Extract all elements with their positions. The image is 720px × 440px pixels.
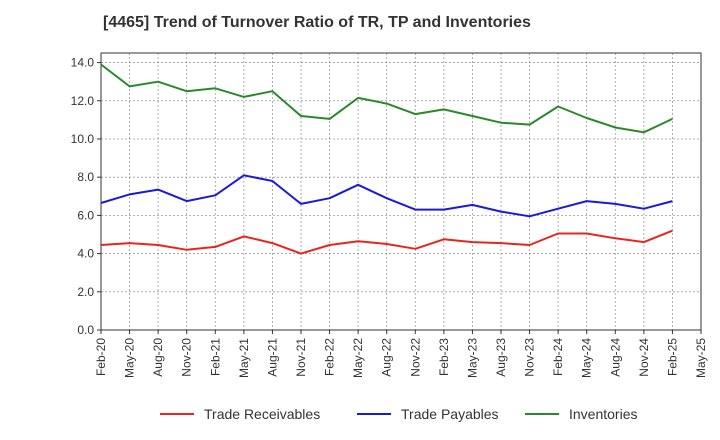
x-tick-label: Feb-22 (323, 338, 337, 376)
legend-label-3: Inventories (569, 406, 637, 422)
grid-layer (101, 53, 701, 330)
x-tick-label: Nov-23 (523, 338, 537, 377)
y-tick-label: 0.0 (77, 323, 94, 337)
y-tick-label: 6.0 (77, 208, 94, 222)
y-tick-label: 2.0 (77, 285, 94, 299)
x-tick-label: May-23 (465, 338, 479, 378)
x-tick-label: Feb-24 (551, 338, 565, 376)
plot-frame (100, 52, 702, 331)
series-line-2 (100, 174, 673, 218)
y-tick-label: 14.0 (71, 56, 95, 70)
series-layer (100, 63, 673, 255)
y-tick-label: 4.0 (77, 247, 94, 261)
x-tick-label: Feb-23 (437, 338, 451, 376)
legend-label-2: Trade Payables (401, 406, 499, 422)
x-tick-label: Feb-20 (94, 338, 108, 376)
x-tick-label: Aug-24 (608, 338, 622, 377)
x-tick-label: Nov-24 (637, 338, 651, 377)
x-tick-label: Feb-25 (665, 338, 679, 376)
x-tick-label: Feb-21 (208, 338, 222, 376)
x-tick-label: Nov-20 (180, 338, 194, 377)
x-tick-label: May-20 (123, 338, 137, 378)
x-tick-label: May-21 (237, 338, 251, 378)
x-tick-label: May-25 (694, 338, 708, 378)
chart-title: [4465] Trend of Turnover Ratio of TR, TP… (103, 14, 531, 31)
x-tick-label: Nov-22 (408, 338, 422, 377)
axis-layer: 0.0 2.0 4.0 6.0 8.0 10.0 12.0 14.0 Feb-20 May-20 A… (71, 52, 708, 378)
x-tick-label: May-22 (351, 338, 365, 378)
series-line-3 (100, 63, 673, 134)
y-tick-label: 10.0 (71, 132, 95, 146)
x-tick-label: Aug-21 (265, 338, 279, 377)
x-tick-label: Aug-23 (494, 338, 508, 377)
x-tick-label: May-24 (580, 338, 594, 378)
legend-label-1: Trade Receivables (204, 406, 320, 422)
y-tick-label: 12.0 (71, 94, 95, 108)
y-tick-label: 8.0 (77, 170, 94, 184)
x-tick-label: Aug-20 (151, 338, 165, 377)
x-tick-label: Nov-21 (294, 338, 308, 377)
series-line-1 (100, 229, 673, 255)
legend: Trade Receivables Trade Payables Inventori… (160, 406, 637, 422)
x-tick-label: Aug-22 (380, 338, 394, 377)
